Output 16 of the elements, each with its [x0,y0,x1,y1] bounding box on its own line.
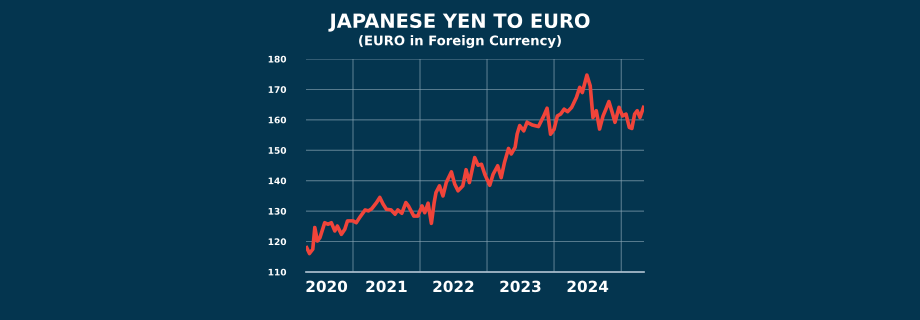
line-series [306,73,644,256]
y-tick-label: 170 [268,86,286,93]
x-tick-label: 2021 [366,280,407,292]
y-tick-label: 160 [268,116,286,124]
chart-title: JAPANESE YEN TO EURO [328,13,590,32]
chart-subtitle: (EURO in Foreign Currency) [359,35,561,48]
y-tick-label: 120 [268,238,286,246]
x-tick-label: 2020 [306,280,348,292]
y-tick-label: 150 [268,147,286,154]
x-tick-label: 2024 [568,280,608,292]
x-tick-label: 2023 [500,280,540,292]
y-tick-label: 140 [268,177,286,184]
y-tick-label: 130 [268,208,286,215]
y-tick-label: 180 [268,56,286,63]
y-tick-label: 110 [268,268,286,276]
x-tick-label: 2022 [433,280,474,292]
